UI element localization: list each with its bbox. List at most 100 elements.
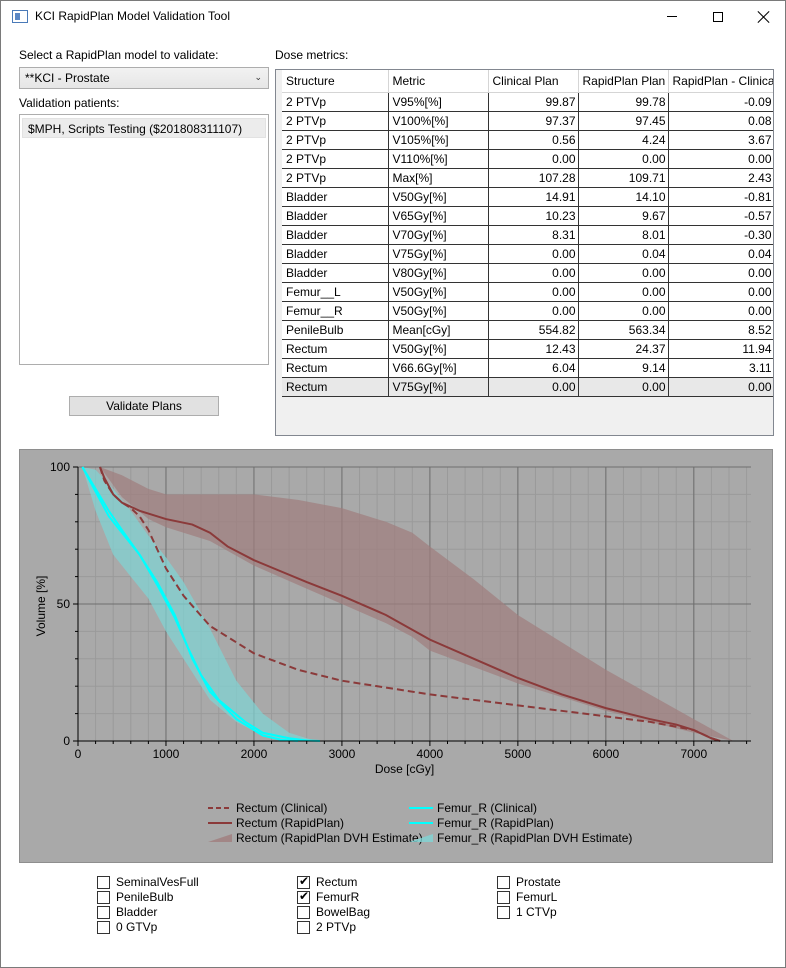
x-tick-label: 1000 bbox=[153, 747, 180, 761]
column-header[interactable]: RapidPlan - Clinica bbox=[668, 70, 773, 93]
table-row[interactable]: 2 PTVp V110%[%] 0.00 0.00 0.00 bbox=[282, 149, 773, 169]
table-cell: Bladder bbox=[282, 206, 389, 226]
checkbox-box[interactable] bbox=[97, 921, 110, 934]
table-cell: 107.28 bbox=[488, 168, 579, 188]
table-row[interactable]: 2 PTVp V105%[%] 0.56 4.24 3.67 bbox=[282, 130, 773, 150]
legend-entry: Rectum (RapidPlan DVH Estimate) bbox=[236, 831, 423, 845]
table-row[interactable]: Bladder V70Gy[%] 8.31 8.01 -0.30 bbox=[282, 225, 773, 245]
model-label: Select a RapidPlan model to validate: bbox=[19, 48, 219, 62]
table-cell: 12.43 bbox=[488, 339, 579, 359]
table-cell: 4.24 bbox=[578, 130, 669, 150]
legend-entry: Femur_R (RapidPlan) bbox=[437, 816, 554, 830]
checkbox-box[interactable] bbox=[497, 906, 510, 919]
title-bar[interactable]: KCI RapidPlan Model Validation Tool bbox=[1, 1, 785, 32]
column-header[interactable]: Clinical Plan bbox=[488, 70, 579, 93]
y-tick-label: 100 bbox=[50, 460, 70, 474]
row-header-strip bbox=[276, 92, 282, 397]
table-cell: Bladder bbox=[282, 225, 389, 245]
checkbox-box[interactable] bbox=[297, 921, 310, 934]
table-row[interactable]: 2 PTVp V95%[%] 99.87 99.78 -0.09 bbox=[282, 92, 773, 112]
checkbox-box[interactable] bbox=[97, 891, 110, 904]
dose-metrics-grid[interactable]: Structure Metric Clinical Plan RapidPlan Pl… bbox=[275, 69, 774, 436]
table-cell: 0.00 bbox=[488, 244, 579, 264]
table-cell: V75Gy[%] bbox=[388, 244, 489, 264]
table-cell: 2 PTVp bbox=[282, 130, 389, 150]
table-cell: 10.23 bbox=[488, 206, 579, 226]
table-row[interactable]: 2 PTVp Max[%] 107.28 109.71 2.43 bbox=[282, 168, 773, 188]
table-cell: V110%[%] bbox=[388, 149, 489, 169]
x-tick-label: 5000 bbox=[505, 747, 532, 761]
dvh-chart-svg: 0 1000 2000 3000 4000 5000 6000 7000 0 50 100 Dose … bbox=[34, 460, 751, 845]
table-cell: 0.00 bbox=[668, 282, 773, 302]
table-cell: 2 PTVp bbox=[282, 92, 389, 112]
dose-metrics-label: Dose metrics: bbox=[275, 48, 349, 62]
table-cell: 3.11 bbox=[668, 358, 773, 378]
table-row[interactable]: PenileBulb Mean[cGy] 554.82 563.34 8.52 bbox=[282, 320, 773, 340]
table-row[interactable]: Rectum V75Gy[%] 0.00 0.00 0.00 bbox=[282, 377, 773, 397]
table-row[interactable]: Bladder V50Gy[%] 14.91 14.10 -0.81 bbox=[282, 187, 773, 207]
table-cell: 0.00 bbox=[668, 301, 773, 321]
table-cell: 563.34 bbox=[578, 320, 669, 340]
table-cell: Rectum bbox=[282, 358, 389, 378]
table-cell: 11.94 bbox=[668, 339, 773, 359]
table-cell: Rectum bbox=[282, 339, 389, 359]
table-cell: 0.00 bbox=[488, 301, 579, 321]
model-dropdown[interactable]: **KCI - Prostate ⌄ bbox=[19, 67, 269, 89]
checkbox-box[interactable]: ✔ bbox=[297, 890, 310, 904]
table-cell: 0.04 bbox=[578, 244, 669, 264]
checkbox-box[interactable] bbox=[97, 906, 110, 919]
table-cell: V100%[%] bbox=[388, 111, 489, 131]
table-cell: 0.00 bbox=[578, 149, 669, 169]
table-cell: 0.00 bbox=[578, 282, 669, 302]
patients-list[interactable]: $MPH, Scripts Testing ($201808311107) bbox=[19, 114, 269, 365]
table-cell: -0.09 bbox=[668, 92, 773, 112]
series-line-1 bbox=[99, 466, 721, 742]
model-dropdown-value: **KCI - Prostate bbox=[25, 71, 110, 85]
table-row[interactable]: Rectum V50Gy[%] 12.43 24.37 11.94 bbox=[282, 339, 773, 359]
table-cell: 109.71 bbox=[578, 168, 669, 188]
table-cell: 0.00 bbox=[668, 149, 773, 169]
minimize-icon bbox=[667, 16, 677, 17]
table-cell: V75Gy[%] bbox=[388, 377, 489, 397]
table-row[interactable]: Rectum V66.6Gy[%] 6.04 9.14 3.11 bbox=[282, 358, 773, 378]
table-cell: 8.31 bbox=[488, 225, 579, 245]
table-row[interactable]: 2 PTVp V100%[%] 97.37 97.45 0.08 bbox=[282, 111, 773, 131]
table-cell: -0.81 bbox=[668, 187, 773, 207]
maximize-button[interactable] bbox=[695, 1, 741, 32]
table-row[interactable]: Bladder V80Gy[%] 0.00 0.00 0.00 bbox=[282, 263, 773, 283]
table-cell: 99.78 bbox=[578, 92, 669, 112]
app-icon bbox=[12, 10, 28, 23]
table-row[interactable]: Femur__R V50Gy[%] 0.00 0.00 0.00 bbox=[282, 301, 773, 321]
checkbox-box[interactable] bbox=[497, 891, 510, 904]
table-cell: 14.91 bbox=[488, 187, 579, 207]
close-button[interactable] bbox=[741, 1, 786, 32]
validate-plans-button[interactable]: Validate Plans bbox=[69, 396, 219, 416]
minimize-button[interactable] bbox=[649, 1, 695, 32]
table-cell: 0.00 bbox=[668, 263, 773, 283]
table-cell: 8.52 bbox=[668, 320, 773, 340]
checkbox-box[interactable]: ✔ bbox=[297, 874, 310, 889]
checkbox-label: SeminalVesFull bbox=[116, 875, 199, 889]
series-band-5 bbox=[82, 467, 316, 741]
table-cell: -0.57 bbox=[668, 206, 773, 226]
table-row[interactable]: Bladder V65Gy[%] 10.23 9.67 -0.57 bbox=[282, 206, 773, 226]
checkbox-box[interactable] bbox=[497, 876, 510, 889]
column-header[interactable]: Metric bbox=[388, 70, 489, 93]
table-cell: 0.00 bbox=[488, 263, 579, 283]
table-cell: V105%[%] bbox=[388, 130, 489, 150]
checkbox-label: 1 CTVp bbox=[516, 905, 557, 919]
table-cell: 9.14 bbox=[578, 358, 669, 378]
table-cell: Femur__L bbox=[282, 282, 389, 302]
table-cell: Rectum bbox=[282, 377, 389, 397]
check-icon: ✔ bbox=[299, 874, 310, 888]
column-header[interactable]: Structure bbox=[282, 70, 389, 93]
table-row[interactable]: Bladder V75Gy[%] 0.00 0.04 0.04 bbox=[282, 244, 773, 264]
table-cell: V95%[%] bbox=[388, 92, 489, 112]
table-row[interactable]: Femur__L V50Gy[%] 0.00 0.00 0.00 bbox=[282, 282, 773, 302]
table-cell: 0.04 bbox=[668, 244, 773, 264]
patient-list-item[interactable]: $MPH, Scripts Testing ($201808311107) bbox=[22, 118, 266, 138]
column-header[interactable]: RapidPlan Plan bbox=[578, 70, 669, 93]
checkbox-box[interactable] bbox=[97, 876, 110, 889]
checkbox-box[interactable] bbox=[297, 906, 310, 919]
table-cell: V65Gy[%] bbox=[388, 206, 489, 226]
